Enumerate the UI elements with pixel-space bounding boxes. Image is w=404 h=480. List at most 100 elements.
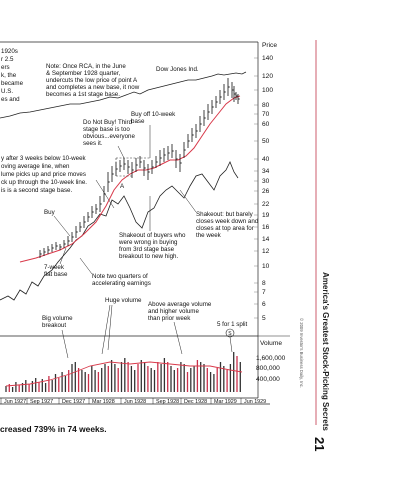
volume-axis-title: Volume [260, 340, 282, 347]
book-title: America's Greatest Stock-Picking Secrets [321, 272, 330, 431]
volume-average-line [5, 361, 243, 387]
svg-text:Shakeout of buyers who: Shakeout of buyers who [119, 232, 186, 239]
price-tick-50: 50 [262, 138, 270, 145]
price-tick-12: 12 [262, 248, 270, 255]
date-label: Dec 1928 [184, 399, 207, 405]
price-axis-labels: 140 120 100 80 70 60 50 40 34 30 26 22 19 16 14 12 10 8 7 6… [262, 55, 273, 322]
volume-tick-800000: 800,000 [256, 365, 280, 372]
seven-week-label: 7-week flat base [44, 264, 68, 278]
big-volume-pointer [61, 329, 69, 359]
price-tick-19: 19 [262, 212, 270, 219]
svg-text:closes week down and: closes week down and [196, 218, 259, 225]
huge-volume-pointers [101, 304, 113, 355]
price-tick-10: 10 [262, 263, 270, 270]
svg-text:U.S.: U.S. [1, 88, 13, 95]
date-label: Dec 1927 [62, 399, 85, 405]
price-bars [39, 78, 240, 258]
date-axis: Jun 1927 Sep 1927 Dec 1927 Mar 1928 Jun 1928… [0, 398, 266, 405]
svg-text:the week: the week [196, 232, 222, 239]
date-label: Mar 1929 [214, 399, 237, 405]
above-average-pointer [173, 321, 183, 355]
svg-text:undercuts the low price of poi: undercuts the low price of point A [46, 77, 138, 84]
svg-text:becomes a 1st stage base.: becomes a 1st stage base. [46, 91, 120, 98]
svg-text:y after 3 weeks below 10-week: y after 3 weeks below 10-week [1, 155, 87, 162]
shakeout-top-note: Shakeout: but barely closes week down an… [196, 211, 259, 239]
price-axis-title: Price [262, 42, 277, 49]
price-tick-5: 5 [262, 315, 266, 322]
price-tick-140: 140 [262, 55, 273, 62]
price-tick-7: 7 [262, 289, 266, 296]
moving-average-line [19, 95, 241, 263]
price-tick-100: 100 [262, 87, 273, 94]
shakeout-buyers-note: Shakeout of buyers who were wrong in buy… [118, 232, 186, 260]
date-label: Jun 1929 [244, 399, 266, 405]
svg-text:Do Not Buy! Third: Do Not Buy! Third [83, 119, 133, 126]
svg-text:ck up through the 10-week line: ck up through the 10-week line. [1, 179, 87, 186]
price-tick-6: 6 [262, 301, 266, 308]
svg-text:breakout to new high.: breakout to new high. [119, 253, 178, 260]
svg-text:closes at top area for: closes at top area for [196, 225, 254, 232]
copyright-notice: © 2009 Investor's Business Daily, Inc. [299, 318, 304, 388]
price-tick-16: 16 [262, 224, 270, 231]
svg-text:flat base: flat base [44, 271, 68, 278]
two-quarters-pointer [79, 257, 93, 275]
date-label: Mar 1928 [92, 399, 115, 405]
svg-text:r 2.5: r 2.5 [1, 56, 14, 63]
second-stage-note: y after 3 weeks below 10-week oving aver… [1, 155, 87, 194]
page-number: 21 [312, 437, 327, 451]
price-tick-14: 14 [262, 236, 270, 243]
price-tick-80: 80 [262, 102, 270, 109]
point-a-label: A [120, 183, 125, 190]
do-not-buy-pointer [117, 145, 125, 159]
svg-text:were wrong in buying: were wrong in buying [118, 239, 178, 246]
price-tick-70: 70 [262, 111, 270, 118]
svg-text:breakout: breakout [42, 322, 66, 329]
seven-week-pointer [59, 247, 67, 265]
date-label: Sep 1927 [30, 399, 53, 405]
split-label: 5 for 1 split [217, 321, 248, 328]
svg-text:Note two quarters of: Note two quarters of [92, 273, 148, 280]
dow-jones-label: Dow Jones Ind. [156, 66, 199, 73]
volume-tick-1600000: 1,600,000 [256, 355, 286, 362]
svg-text:sees it.: sees it. [83, 140, 103, 147]
chart-frame [0, 41, 270, 405]
date-label: Sep 1928 [156, 399, 179, 405]
svg-text:Shakeout: but barely: Shakeout: but barely [196, 211, 254, 218]
date-label: Jun 1927 [4, 399, 26, 405]
svg-text:obvious...everyone: obvious...everyone [83, 133, 135, 140]
do-not-buy-note: Do Not Buy! Third stage base is too obvi… [83, 119, 135, 147]
dow-jones-line [0, 71, 247, 119]
svg-text:from 3rd stage base: from 3rd stage base [119, 246, 175, 253]
two-quarters-note: Note two quarters of accelerating earnin… [92, 273, 151, 287]
svg-text:accelerating earnings: accelerating earnings [92, 280, 151, 287]
volume-bars [5, 352, 241, 392]
above-average-note: Above average volume and higher volume t… [148, 301, 212, 322]
buy-label: Buy [44, 209, 56, 216]
svg-text:Big volume: Big volume [42, 315, 73, 322]
big-volume-label: Big volume breakout [42, 315, 73, 329]
buy-pointer [53, 215, 71, 237]
price-tick-8: 8 [262, 280, 266, 287]
svg-text:1920s: 1920s [1, 48, 18, 55]
second-stage-pointer [95, 179, 115, 209]
svg-text:stage base is too: stage base is too [83, 126, 130, 133]
shakeout-top-pointer [179, 189, 197, 213]
svg-text:es and: es and [1, 96, 20, 103]
caption-text: creased 739% in 74 weeks. [0, 424, 107, 434]
price-tick-40: 40 [262, 156, 270, 163]
date-label: Jun 1928 [124, 399, 146, 405]
price-axis-ticks [254, 57, 258, 319]
svg-text:is is a second stage base.: is is a second stage base. [1, 187, 72, 194]
svg-text:Buy off 10-week: Buy off 10-week [131, 111, 176, 118]
split-pointer [229, 336, 233, 353]
price-tick-22: 22 [262, 201, 270, 208]
svg-text:and completes a new base, it n: and completes a new base, it now [46, 84, 140, 91]
svg-text:and higher volume: and higher volume [148, 308, 199, 315]
price-tick-60: 60 [262, 121, 270, 128]
relative-strength-line [0, 161, 239, 301]
price-tick-34: 34 [262, 168, 270, 175]
rca-note: Note: Once RCA, in the June & September … [46, 63, 140, 98]
left-cut-note: 1920s r 2.5 ers k, the became U.S. es an… [1, 48, 24, 103]
svg-text:lume picks up and price moves: lume picks up and price moves [1, 171, 86, 178]
